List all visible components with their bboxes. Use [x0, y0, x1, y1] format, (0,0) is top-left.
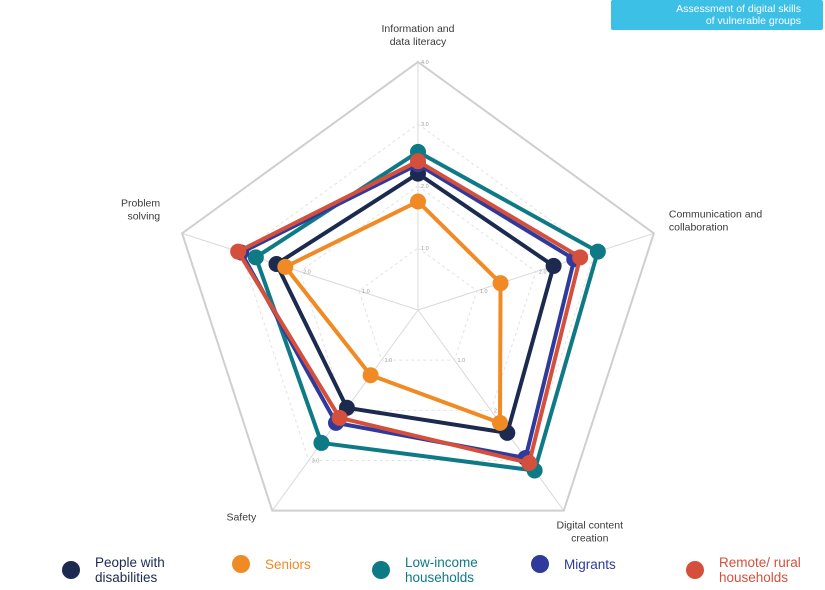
axis-label-digital-content-creation: Digital content creation [556, 520, 623, 545]
radar-grid-ring [299, 185, 537, 411]
legend-swatch [531, 555, 549, 573]
legend-item-seniors: Seniors [232, 555, 311, 573]
series-remote-rural-households [230, 153, 589, 471]
data-point [410, 153, 426, 170]
legend-swatch [686, 561, 704, 579]
radar-chart: 1.02.03.04.01.02.03.01.02.03.01.02.03.01… [121, 23, 762, 545]
radar-series [230, 143, 606, 479]
tick-label: 2.0 [421, 184, 429, 190]
series-line [274, 171, 556, 435]
data-point [521, 454, 538, 471]
legend: People with disabilities Seniors Low-inc… [0, 550, 825, 590]
series-line [253, 149, 600, 473]
tick-label: 2.0 [539, 270, 547, 276]
legend-item-low-income-households: Low-income households [372, 555, 500, 585]
legend-label: Migrants [564, 556, 616, 572]
data-point [277, 258, 294, 275]
axis-label-communication-and-collaboration: Communication and collaboration [669, 208, 763, 233]
data-point [491, 414, 508, 431]
tick-label: 1.0 [457, 358, 465, 364]
legend-swatch [232, 555, 250, 573]
radar-axis-labels: Information and data literacy Communicatio… [121, 23, 762, 545]
radar-outer-ring [180, 60, 656, 512]
radar-grid-ring [358, 247, 478, 361]
data-point [247, 249, 264, 266]
data-point [362, 367, 379, 384]
legend-item-people-with-disabilities: People with disabilities [62, 555, 190, 585]
axis-label-information-and-data-literacy: Information and data literacy [382, 23, 455, 48]
radar-grid [180, 60, 656, 512]
axis-label-problem-solving: Problem solving [121, 197, 160, 222]
data-point [545, 257, 562, 274]
data-point [572, 249, 589, 266]
tick-label: 2.0 [494, 408, 502, 414]
axis-label-safety: Safety [226, 512, 257, 524]
chart-title-badge: Assessment of digital skills of vulnerab… [611, 0, 823, 30]
legend-label: Seniors [265, 556, 311, 572]
tick-label: 4.0 [421, 60, 429, 66]
series-seniors [277, 193, 509, 431]
data-point [589, 243, 606, 260]
legend-item-migrants: Migrants [531, 555, 616, 573]
legend-label: Remote/ rural households [719, 555, 801, 585]
badge-line-1: Assessment of digital skills [676, 3, 801, 15]
series-migrants [233, 156, 583, 466]
data-point [331, 409, 348, 426]
tick-label: 3.0 [312, 458, 320, 464]
legend-label: Low-income households [405, 555, 478, 585]
tick-label: 1.0 [362, 289, 370, 295]
data-point [230, 243, 247, 260]
legend-swatch [372, 561, 390, 579]
series-line [236, 159, 583, 465]
legend-item-remote-rural-households: Remote/ rural households [686, 555, 814, 585]
data-point [313, 434, 330, 451]
tick-label: 1.0 [421, 246, 429, 252]
data-point [492, 275, 509, 292]
radar-spoke [417, 309, 565, 511]
radar-grid-ring [240, 123, 596, 461]
badge-line-2: of vulnerable groups [705, 15, 801, 27]
tick-label: 2.0 [303, 270, 311, 276]
data-point [410, 193, 426, 210]
legend-swatch [62, 561, 80, 579]
tick-label: 1.0 [385, 358, 393, 364]
legend-label: People with disabilities [95, 555, 165, 585]
tick-label: 3.0 [421, 122, 429, 128]
tick-label: 1.0 [480, 289, 488, 295]
series-line [283, 199, 503, 425]
